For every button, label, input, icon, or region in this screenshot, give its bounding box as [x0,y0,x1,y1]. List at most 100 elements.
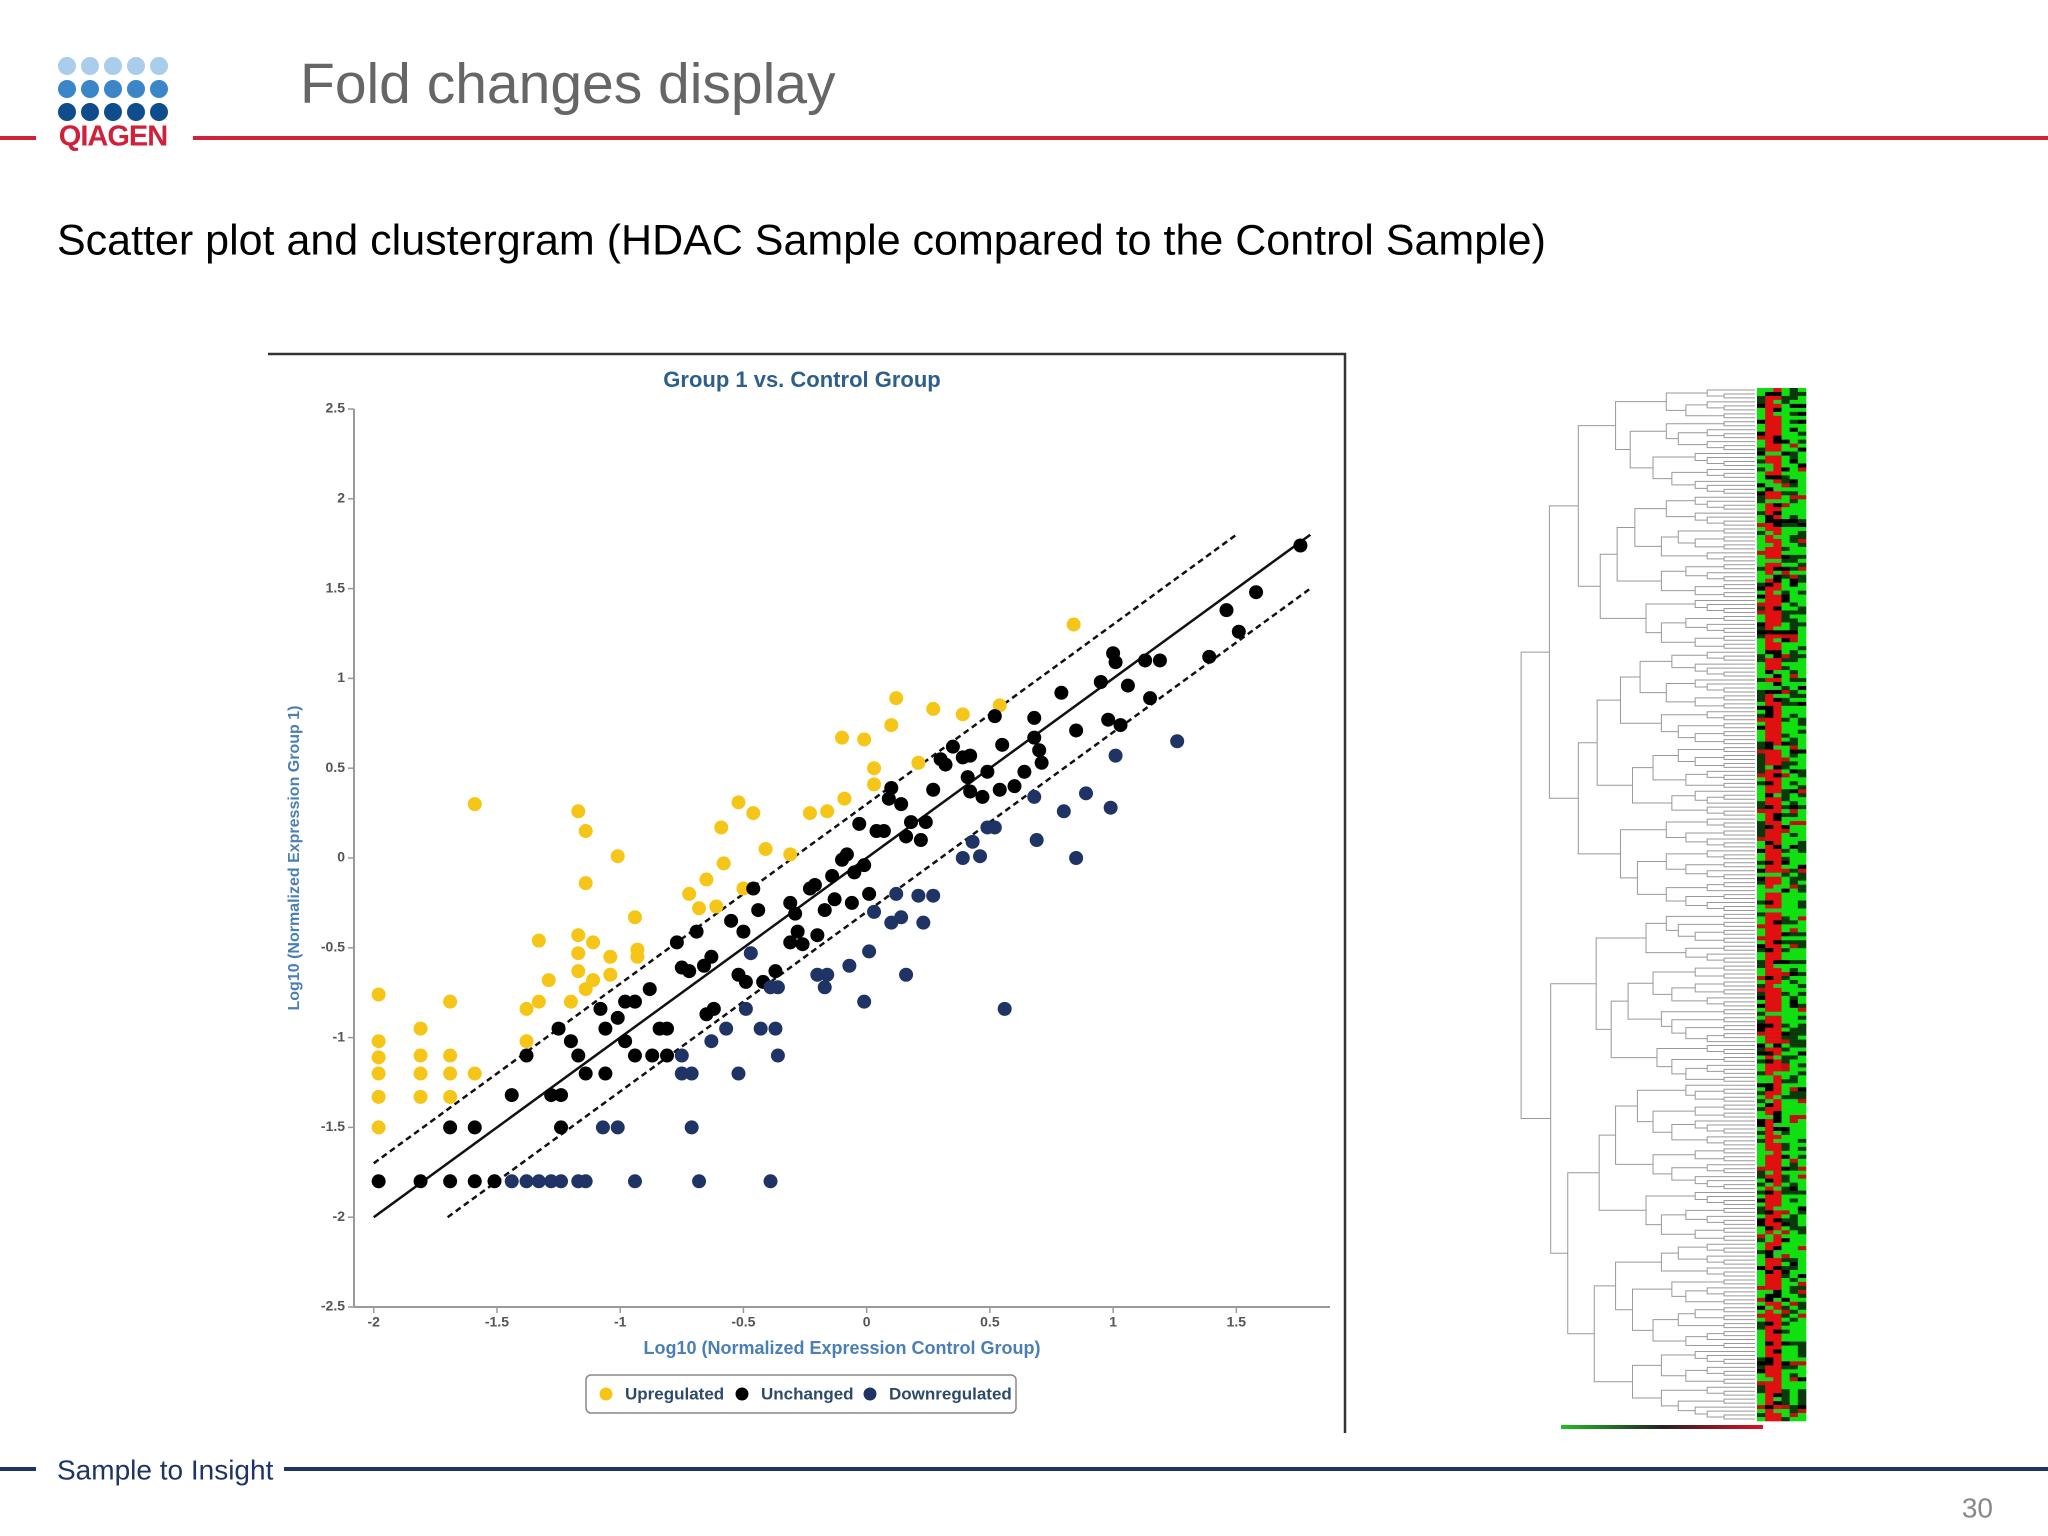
heatmap-cell [1781,733,1790,738]
heatmap-cell [1797,582,1807,587]
heatmap-cell [1773,666,1782,671]
heatmap-cell [1789,832,1799,838]
heatmap-cell [1773,678,1782,683]
heatmap-cell [1789,1055,1799,1060]
data-point [371,1120,386,1135]
heatmap-cell [1765,916,1774,921]
heatmap-cell [1773,403,1782,409]
heatmap-cell [1757,527,1766,532]
dendrogram-branch [1723,584,1755,590]
heatmap-cell [1773,1190,1782,1195]
heatmap-cell [1789,995,1799,1001]
dendrogram-branch [1723,1156,1755,1162]
heatmap-cell [1781,860,1790,866]
heatmap-cell [1757,769,1766,774]
heatmap-cell [1789,395,1799,401]
heatmap-cell [1797,888,1807,893]
dendrogram-branch [1723,874,1755,880]
dendrogram-branch [1694,663,1755,672]
heatmap-cell [1789,1361,1799,1366]
heatmap-cell [1773,944,1782,949]
heatmap-cell [1781,976,1790,981]
heatmap-cell [1797,1190,1807,1195]
heatmap-cell [1781,435,1790,440]
heatmap-cell [1797,1230,1807,1235]
heatmap-cell [1773,1166,1782,1171]
heatmap-cell [1765,542,1774,548]
heatmap-cell [1797,1254,1807,1259]
dendrogram-branch [1723,774,1755,780]
dendrogram-branch [1723,913,1755,919]
data-point [1027,710,1042,725]
heatmap-cell [1789,459,1799,464]
heatmap-cell [1773,1043,1782,1048]
heatmap-cell [1797,1115,1807,1120]
heatmap-cell [1797,785,1807,790]
heatmap-cell [1789,852,1799,858]
heatmap-cell [1781,1301,1790,1307]
data-point [1054,685,1069,700]
heatmap-cell [1757,693,1766,699]
dendrogram-branch [1723,461,1755,466]
heatmap-cell [1789,1067,1799,1072]
dendrogram-branch [1706,1366,1755,1374]
heatmap-cell [1773,1099,1782,1104]
heatmap-cell [1773,1369,1782,1374]
heatmap-cell [1757,817,1766,822]
heatmap-cell [1757,1138,1766,1144]
heatmap-cell [1797,880,1807,885]
heatmap-cell [1797,761,1807,766]
data-point [1093,674,1108,689]
heatmap-cell [1797,638,1807,643]
heatmap-cell [1765,1337,1774,1342]
heatmap-cell [1765,411,1774,417]
heatmap-cell [1789,753,1799,758]
heatmap-cell [1797,1226,1807,1231]
heatmap-cell [1773,1111,1782,1116]
heatmap-cell [1789,558,1799,564]
heatmap-cell [1789,1234,1799,1239]
heatmap-cell [1789,777,1799,782]
heatmap-cell [1789,693,1799,699]
heatmap-cell [1757,1087,1766,1092]
heatmap-cell [1781,956,1790,961]
heatmap-cell [1789,1210,1799,1215]
heatmap-cell [1757,395,1766,401]
heatmap-cell [1757,1123,1766,1128]
dendrogram-branch [1706,683,1755,691]
heatmap-cell [1781,1170,1790,1175]
data-point [867,904,882,919]
heatmap-cell [1765,598,1774,603]
heatmap-cell [1773,487,1782,492]
dendrogram-branch [1694,480,1755,489]
heatmap-cell [1797,1270,1807,1275]
heatmap-cell [1781,1405,1790,1410]
heatmap-cell [1765,956,1774,961]
data-point [487,1174,502,1189]
data-point [669,935,684,950]
heatmap-cell [1773,1075,1782,1080]
heatmap-cell [1765,1119,1774,1124]
heatmap-cell [1765,1417,1774,1422]
heatmap-cell [1765,515,1774,520]
heatmap-cell [1757,483,1766,488]
heatmap-cell [1797,717,1807,723]
heatmap-cell [1781,928,1790,933]
heatmap-cell [1789,868,1799,874]
heatmap-cell [1757,459,1766,464]
heatmap-cell [1797,991,1807,997]
data-point [724,913,739,928]
data-point [980,764,995,779]
heatmap-cell [1765,594,1774,599]
heatmap-cell [1789,976,1799,981]
dendrogram-branch [1723,627,1755,633]
y-tick-label: -2.5 [321,1298,345,1314]
heatmap-cell [1789,809,1799,814]
heatmap-cell [1773,395,1782,401]
heatmap-cell [1789,646,1799,651]
heatmap-cell [1789,757,1799,762]
dendrogram-branch [1706,1243,1755,1251]
data-point [844,895,859,910]
heatmap-cell [1773,1309,1782,1315]
heatmap-cell [1773,1115,1782,1120]
